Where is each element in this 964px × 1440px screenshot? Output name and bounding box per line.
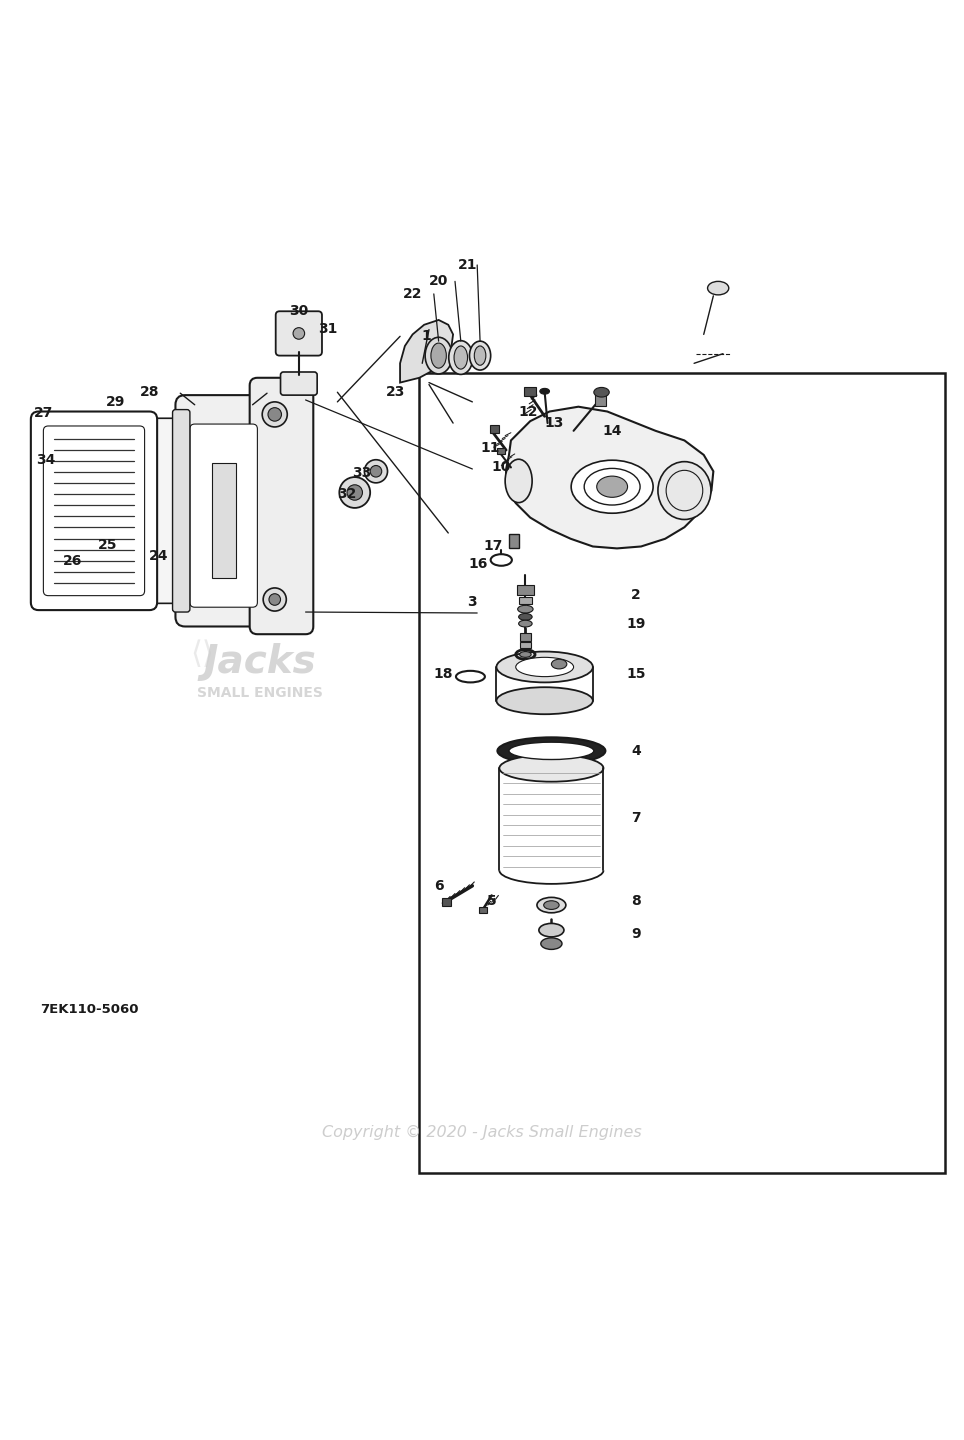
Text: 3: 3 [468,595,477,609]
Ellipse shape [520,651,531,657]
FancyBboxPatch shape [250,377,313,634]
Text: 5: 5 [487,894,496,909]
Ellipse shape [499,755,603,782]
Text: Copyright © 2020 - Jacks Small Engines: Copyright © 2020 - Jacks Small Engines [322,1125,642,1140]
Circle shape [364,459,388,482]
Ellipse shape [551,660,567,670]
Bar [520,634,531,641]
Bar [490,425,499,433]
Text: 22: 22 [403,287,422,301]
Text: 29: 29 [106,395,125,409]
Circle shape [268,408,281,420]
Circle shape [269,593,281,605]
Text: 13: 13 [545,416,564,431]
Text: 28: 28 [140,386,159,399]
Text: 7EK110-5060: 7EK110-5060 [40,1002,139,1015]
Ellipse shape [497,737,605,765]
FancyBboxPatch shape [276,311,322,356]
Ellipse shape [474,346,486,366]
Text: 21: 21 [458,258,477,272]
Text: 18: 18 [434,667,453,681]
Circle shape [262,402,287,426]
Ellipse shape [505,459,532,503]
Ellipse shape [657,462,710,520]
Text: 7: 7 [631,811,641,825]
Ellipse shape [597,477,628,497]
FancyBboxPatch shape [31,412,157,611]
Bar [479,907,487,913]
Text: 25: 25 [98,537,118,552]
Ellipse shape [537,897,566,913]
Bar [509,534,519,549]
Text: 20: 20 [429,275,448,288]
Bar [595,392,606,406]
Text: 32: 32 [337,487,357,501]
FancyBboxPatch shape [190,423,257,608]
Text: 30: 30 [289,304,308,318]
FancyBboxPatch shape [281,372,317,395]
Ellipse shape [448,341,473,374]
Bar [497,448,505,454]
Text: 23: 23 [386,386,405,399]
Bar [524,387,536,396]
Ellipse shape [519,613,532,621]
Ellipse shape [518,605,533,613]
Ellipse shape [540,389,549,395]
Ellipse shape [541,937,562,949]
Text: 14: 14 [602,423,622,438]
Text: 15: 15 [627,667,646,681]
Ellipse shape [496,651,593,683]
Ellipse shape [496,687,593,714]
Polygon shape [400,320,453,383]
Text: SMALL ENGINES: SMALL ENGINES [198,685,323,700]
Ellipse shape [519,621,532,626]
Text: 6: 6 [434,878,443,893]
Text: ⟨⟩: ⟨⟩ [191,639,214,670]
FancyBboxPatch shape [173,409,190,612]
Text: 8: 8 [631,894,641,909]
Ellipse shape [509,742,594,759]
Circle shape [339,477,370,508]
Text: 31: 31 [318,321,337,336]
Ellipse shape [469,341,491,370]
Bar [519,596,532,605]
Bar [442,899,451,906]
Ellipse shape [571,461,654,513]
Circle shape [370,465,382,477]
Text: 1: 1 [421,330,431,343]
Text: 26: 26 [63,554,82,567]
Ellipse shape [454,346,468,369]
Ellipse shape [431,343,446,369]
Ellipse shape [425,337,452,374]
Text: 19: 19 [627,616,646,631]
Text: 9: 9 [631,927,641,940]
Text: 17: 17 [484,540,503,553]
Circle shape [347,485,362,500]
FancyBboxPatch shape [175,395,272,626]
Ellipse shape [516,657,574,677]
Ellipse shape [594,387,609,397]
Bar [520,642,531,648]
Text: 16: 16 [469,557,488,570]
Ellipse shape [544,901,559,910]
Bar [419,373,945,1174]
Bar [517,585,534,595]
Text: 2: 2 [631,588,641,602]
Ellipse shape [708,281,729,295]
Text: 11: 11 [480,441,499,455]
Circle shape [293,328,305,340]
Text: 12: 12 [519,405,538,419]
Text: 24: 24 [149,549,169,563]
Text: Jacks: Jacks [204,644,316,681]
Bar [212,462,236,579]
Text: 34: 34 [37,452,56,467]
Ellipse shape [539,923,564,937]
Polygon shape [506,406,713,549]
Text: 4: 4 [631,744,641,757]
Text: 27: 27 [34,406,53,420]
Text: 10: 10 [492,461,511,474]
FancyBboxPatch shape [148,418,189,603]
Circle shape [263,588,286,611]
Text: 33: 33 [352,467,371,480]
